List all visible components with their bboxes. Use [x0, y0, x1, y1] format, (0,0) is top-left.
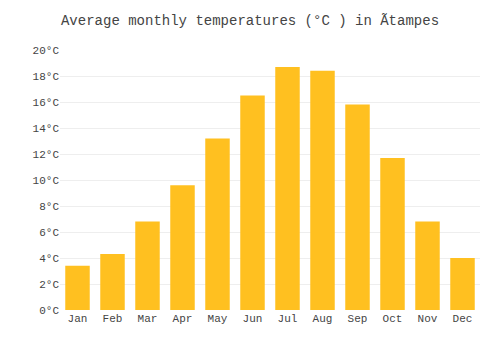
svg-text:6°C: 6°C: [39, 227, 59, 239]
svg-text:Mar: Mar: [138, 313, 158, 325]
svg-text:Dec: Dec: [453, 313, 473, 325]
svg-text:Average monthly temperatures (: Average monthly temperatures (°C ) in Ãt…: [61, 13, 439, 29]
svg-text:Aug: Aug: [313, 313, 333, 325]
svg-text:10°C: 10°C: [33, 175, 60, 187]
svg-text:18°C: 18°C: [33, 71, 60, 83]
svg-text:4°C: 4°C: [39, 253, 59, 265]
svg-text:May: May: [208, 313, 228, 325]
svg-text:Apr: Apr: [173, 313, 193, 325]
svg-text:Feb: Feb: [103, 313, 123, 325]
svg-text:Jun: Jun: [243, 313, 263, 325]
svg-text:Oct: Oct: [383, 313, 403, 325]
svg-text:8°C: 8°C: [39, 201, 59, 213]
svg-text:14°C: 14°C: [33, 123, 60, 135]
svg-text:12°C: 12°C: [33, 149, 60, 161]
svg-text:0°C: 0°C: [39, 305, 59, 317]
svg-text:20°C: 20°C: [33, 45, 60, 57]
svg-text:Jul: Jul: [278, 313, 298, 325]
svg-text:16°C: 16°C: [33, 97, 60, 109]
svg-text:Nov: Nov: [418, 313, 438, 325]
svg-text:Jan: Jan: [68, 313, 88, 325]
svg-text:Sep: Sep: [348, 313, 368, 325]
svg-text:2°C: 2°C: [39, 279, 59, 291]
